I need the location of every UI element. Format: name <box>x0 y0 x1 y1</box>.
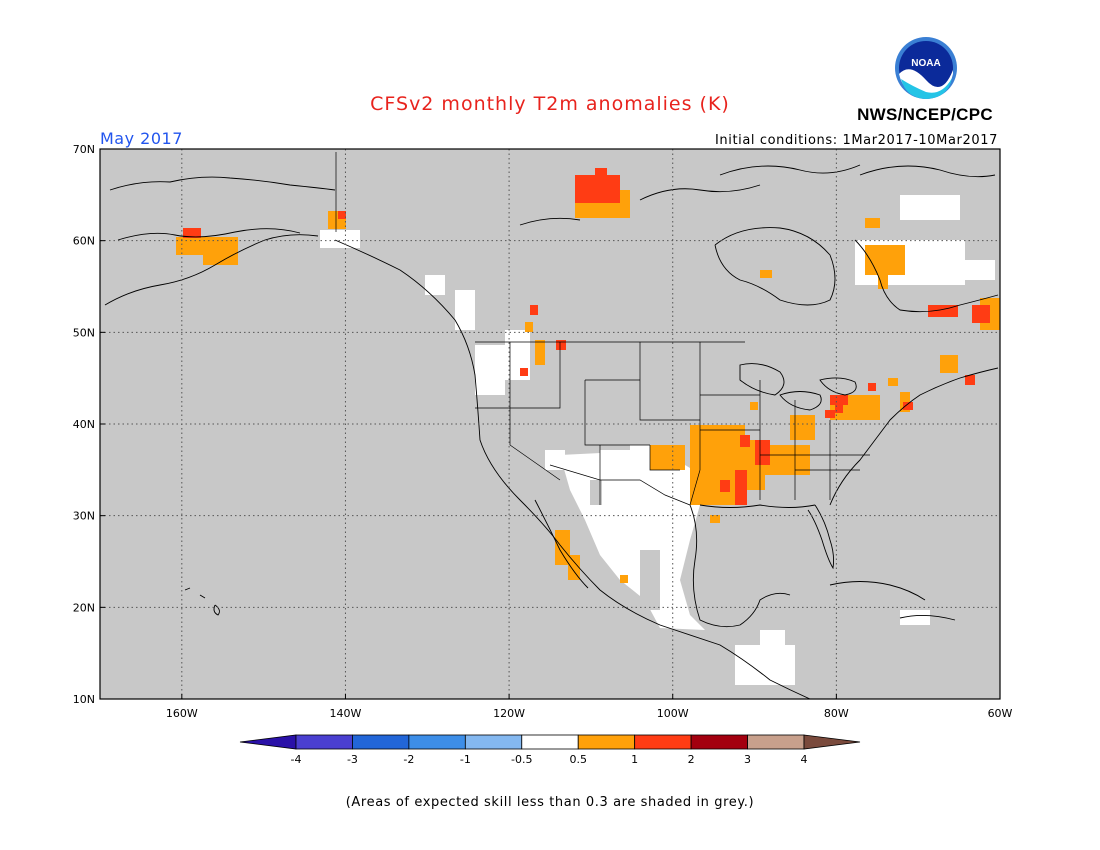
lat-tick-label: 40N <box>73 418 95 431</box>
noaa-logo-icon: NOAA <box>895 37 957 99</box>
colorbar-swatch <box>464 734 523 750</box>
skill-regions <box>320 195 995 685</box>
lat-tick-label: 20N <box>73 601 95 614</box>
lon-tick-label: 100W <box>657 707 689 720</box>
lat-tick-label: 50N <box>73 326 95 339</box>
footnote: (Areas of expected skill less than 0.3 a… <box>346 795 754 810</box>
map-panel: 160W 140W 120W 100W 80W 60W 10N 20N 30N 40N 50N 60N… <box>73 143 1013 720</box>
colorbar-swatch <box>747 734 805 750</box>
colorbar-label: 1 <box>631 753 638 766</box>
lon-tick-label: 60W <box>988 707 1013 720</box>
lon-tick-label: 160W <box>166 707 198 720</box>
colorbar-label: -0.5 <box>511 753 532 766</box>
colorbar-label: 2 <box>688 753 695 766</box>
colorbar-label: -4 <box>291 753 302 766</box>
colorbar: -4 -3 -2 -1 -0.5 0.5 1 2 3 4 <box>239 734 861 766</box>
colorbar-swatch <box>803 734 861 750</box>
colorbar-label: 4 <box>801 753 808 766</box>
lon-tick-label: 120W <box>493 707 525 720</box>
colorbar-label: -1 <box>460 753 471 766</box>
lon-tick-label: 140W <box>330 707 362 720</box>
month-label: May 2017 <box>100 129 183 148</box>
colorbar-label: 3 <box>744 753 751 766</box>
colorbar-swatch <box>634 734 692 750</box>
colorbar-swatch <box>521 734 579 750</box>
initial-conditions-label: Initial conditions: 1Mar2017-10Mar2017 <box>715 133 998 148</box>
colorbar-swatch <box>577 734 636 750</box>
logo-text: NOAA <box>911 58 940 69</box>
agency-label: NWS/NCEP/CPC <box>857 105 993 124</box>
colorbar-swatch <box>408 734 466 750</box>
chart-title: CFSv2 monthly T2m anomalies (K) <box>370 93 730 115</box>
colorbar-swatch <box>295 734 353 750</box>
lat-tick-label: 30N <box>73 510 95 523</box>
lat-tick-label: 10N <box>73 693 95 706</box>
lat-tick-label: 70N <box>73 143 95 156</box>
colorbar-label: -2 <box>403 753 414 766</box>
lon-tick-label: 80W <box>824 707 849 720</box>
colorbar-swatch <box>690 734 748 750</box>
map-grid <box>100 149 1000 699</box>
lat-tick-label: 60N <box>73 235 95 248</box>
colorbar-swatch <box>239 734 297 750</box>
political-borders <box>335 152 870 506</box>
colorbar-label: -3 <box>347 753 358 766</box>
coastlines <box>104 164 999 699</box>
colorbar-swatch <box>352 734 410 750</box>
colorbar-label: 0.5 <box>569 753 587 766</box>
axis-ticks: 160W 140W 120W 100W 80W 60W 10N 20N 30N 40N 50N 60N… <box>73 143 1013 720</box>
